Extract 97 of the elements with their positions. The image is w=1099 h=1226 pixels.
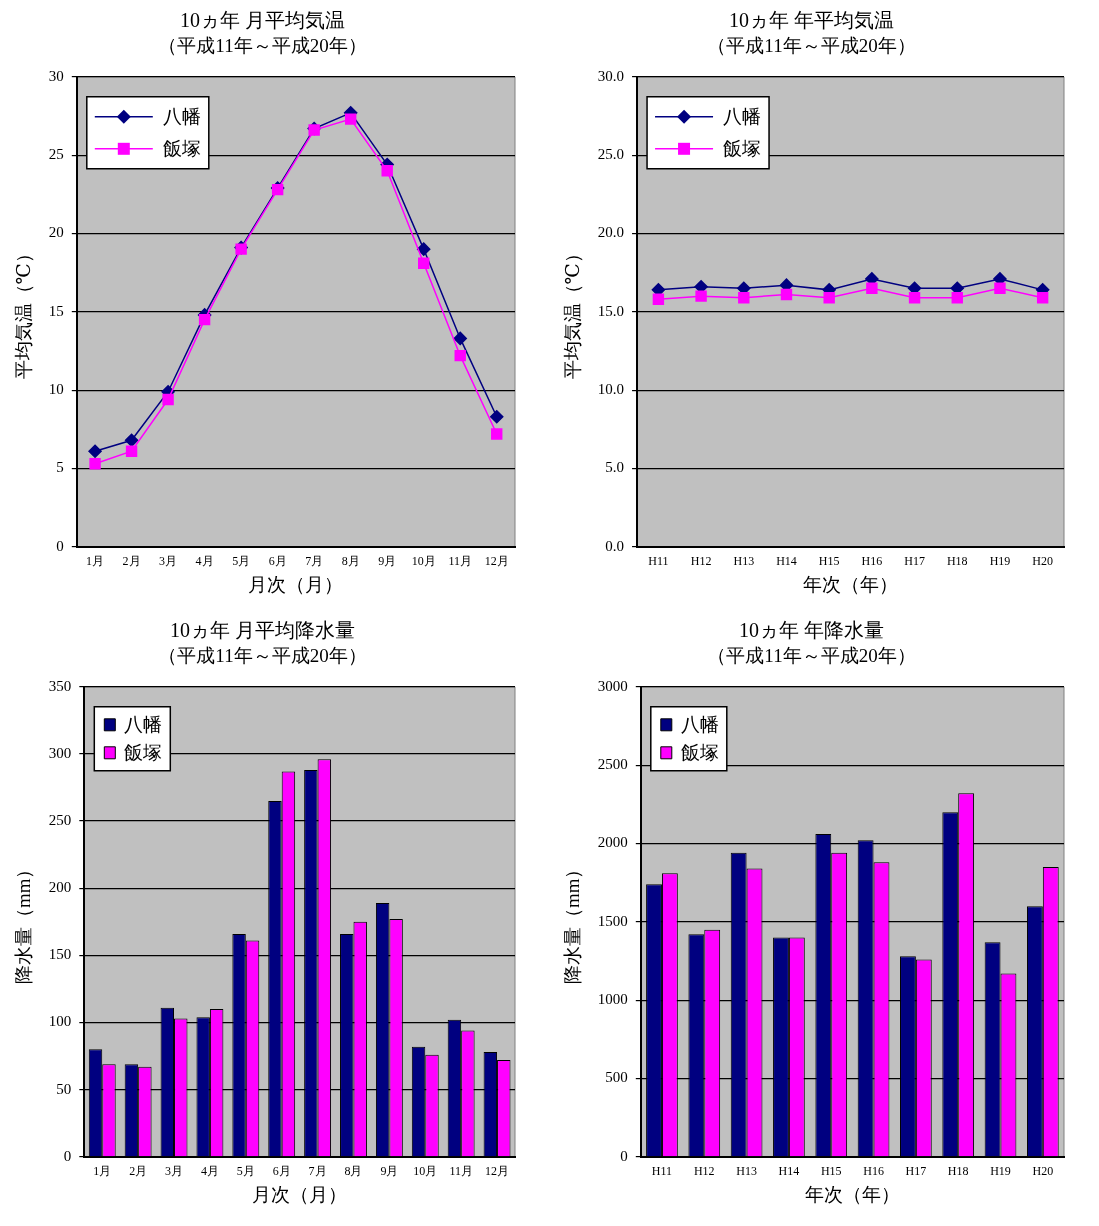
y-axis-title: 平均気温（℃） (13, 244, 35, 380)
x-tick-label: 2月 (129, 1164, 148, 1179)
x-tick-label: 9月 (378, 554, 397, 569)
y-tick-label: 15.0 (597, 302, 625, 319)
chart-title: 10ヵ年 月平均降水量 (170, 619, 355, 642)
legend-label: 八幡 (680, 713, 719, 735)
x-tick-label: H11 (651, 1164, 673, 1179)
x-tick-label: H12 (693, 1164, 715, 1179)
y-axis-title: 降水量（mm） (13, 859, 35, 985)
x-tick-label: H19 (990, 1164, 1011, 1179)
x-tick-label: 2月 (122, 554, 141, 569)
x-tick-label: 6月 (272, 1164, 291, 1179)
x-tick-label: 12月 (485, 1164, 510, 1179)
legend-label: 八幡 (124, 713, 163, 735)
x-tick-label: 4月 (200, 1164, 219, 1179)
x-tick-label: H19 (989, 554, 1011, 569)
chart-subtitle: （平成11年～平成20年） (158, 645, 367, 667)
x-tick-label: H16 (861, 554, 883, 569)
x-tick-label: H13 (733, 554, 755, 569)
legend-label: 飯塚 (680, 741, 719, 763)
y-tick-label: 0 (56, 537, 64, 554)
chart-title: 10ヵ年 年平均気温 (729, 9, 894, 32)
x-tick-label: H12 (690, 554, 712, 569)
x-tick-label: 3月 (165, 1164, 184, 1179)
x-tick-label: H20 (1032, 1164, 1054, 1179)
y-axis-title: 平均気温（℃） (562, 244, 584, 380)
x-tick-label: H11 (648, 554, 669, 569)
y-tick-label: 2000 (597, 834, 628, 851)
y-tick-label: 50 (56, 1080, 72, 1097)
x-tick-label: 10月 (411, 554, 436, 569)
x-tick-label: H20 (1032, 554, 1053, 569)
y-tick-label: 0 (620, 1147, 628, 1164)
y-tick-label: 2500 (597, 756, 628, 773)
y-axis-title: 降水量（mm） (562, 859, 584, 985)
x-tick-label: 8月 (341, 554, 360, 569)
x-axis-title: 年次（年） (803, 573, 899, 595)
y-tick-label: 30.0 (597, 67, 625, 84)
x-tick-label: 12月 (484, 554, 509, 569)
y-tick-label: 15 (48, 302, 64, 319)
x-tick-label: H18 (946, 554, 968, 569)
chart-title: 10ヵ年 年降水量 (739, 619, 884, 642)
y-tick-label: 150 (48, 946, 72, 963)
x-tick-label: 3月 (159, 554, 178, 569)
y-tick-label: 350 (48, 677, 72, 694)
x-tick-label: H14 (778, 1164, 800, 1179)
x-tick-label: H15 (818, 554, 840, 569)
x-tick-label: 5月 (232, 554, 251, 569)
chart-subtitle: （平成11年～平成20年） (707, 645, 916, 667)
x-tick-label: 11月 (448, 554, 473, 569)
y-tick-label: 300 (48, 744, 72, 761)
x-axis-title: 月次（月） (252, 1183, 348, 1205)
y-tick-label: 25 (48, 146, 64, 163)
legend-label: 飯塚 (162, 137, 201, 159)
y-tick-label: 20.0 (597, 224, 625, 241)
x-tick-label: H15 (820, 1164, 842, 1179)
x-tick-label: H18 (947, 1164, 969, 1179)
y-tick-label: 5.0 (605, 459, 625, 476)
x-tick-label: 1月 (93, 1164, 112, 1179)
y-tick-label: 1000 (597, 991, 628, 1008)
chart-subtitle: （平成11年～平成20年） (158, 35, 367, 57)
x-tick-label: H16 (863, 1164, 884, 1179)
x-tick-label: 7月 (308, 1164, 327, 1179)
y-tick-label: 10.0 (597, 381, 625, 398)
chart-subtitle: （平成11年～平成20年） (707, 35, 916, 57)
x-tick-label: 7月 (305, 554, 324, 569)
x-tick-label: 1月 (86, 554, 105, 569)
y-tick-label: 5 (56, 459, 64, 476)
y-tick-label: 10 (48, 381, 64, 398)
x-tick-label: 4月 (195, 554, 214, 569)
x-tick-label: 6月 (268, 554, 287, 569)
y-tick-label: 25.0 (597, 146, 625, 163)
y-tick-label: 100 (48, 1013, 72, 1030)
x-tick-label: H14 (776, 554, 797, 569)
x-axis-title: 月次（月） (248, 573, 344, 595)
x-tick-label: 8月 (344, 1164, 363, 1179)
y-tick-label: 0 (63, 1147, 72, 1164)
x-tick-label: H17 (904, 554, 925, 569)
y-tick-label: 30 (48, 67, 64, 84)
x-tick-label: 11月 (449, 1164, 473, 1179)
y-tick-label: 0.0 (605, 537, 625, 554)
legend-label: 飯塚 (723, 137, 762, 159)
x-axis-title: 年次（年） (804, 1183, 900, 1205)
y-tick-label: 3000 (597, 677, 628, 694)
legend-label: 八幡 (162, 105, 201, 127)
x-tick-label: 9月 (380, 1164, 399, 1179)
chart-title: 10ヵ年 月平均気温 (180, 9, 345, 32)
y-tick-label: 1500 (597, 912, 628, 929)
y-tick-label: 500 (605, 1069, 628, 1086)
x-tick-label: H17 (905, 1164, 927, 1179)
y-tick-label: 20 (48, 224, 64, 241)
x-tick-label: 5月 (236, 1164, 255, 1179)
x-tick-label: H13 (736, 1164, 757, 1179)
y-tick-label: 200 (48, 879, 72, 896)
legend-label: 八幡 (723, 105, 762, 127)
x-tick-label: 10月 (413, 1164, 438, 1179)
y-tick-label: 250 (48, 812, 72, 829)
legend-label: 飯塚 (124, 741, 163, 763)
